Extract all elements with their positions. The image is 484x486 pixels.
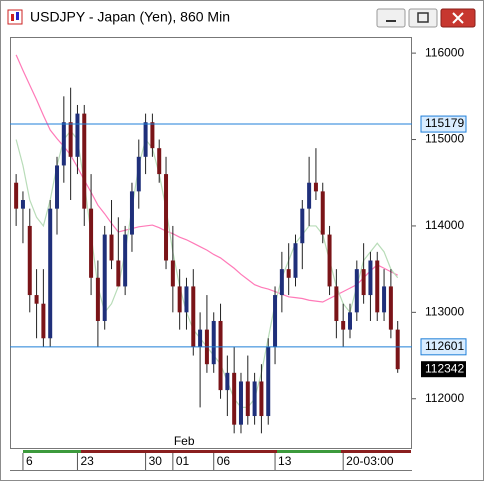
minimize-button[interactable] bbox=[376, 8, 406, 28]
candle-body bbox=[354, 269, 359, 313]
candle-body bbox=[20, 200, 25, 209]
candle-body bbox=[61, 122, 66, 166]
candle-body bbox=[89, 208, 94, 278]
candle-body bbox=[14, 182, 19, 209]
close-icon bbox=[452, 12, 464, 24]
maximize-icon bbox=[417, 12, 429, 23]
candle-body bbox=[109, 234, 114, 261]
session-strip bbox=[341, 450, 411, 453]
session-strip bbox=[277, 450, 341, 453]
candle-body bbox=[95, 277, 100, 321]
candle-body bbox=[320, 191, 325, 235]
moving-average-line bbox=[15, 54, 398, 303]
candle-body bbox=[388, 286, 393, 330]
level-label: 115179 bbox=[425, 116, 464, 130]
x-tick-label: 30 bbox=[149, 454, 163, 468]
candle-body bbox=[273, 295, 278, 347]
x-tick-label: 20-03:00 bbox=[346, 454, 394, 468]
last-price-label: 112342 bbox=[425, 361, 464, 375]
window-icon bbox=[11, 14, 14, 21]
candle-body bbox=[136, 156, 141, 192]
candle-body bbox=[150, 122, 155, 149]
session-strip bbox=[81, 450, 277, 453]
candle-body bbox=[313, 182, 318, 192]
candle-body bbox=[55, 165, 60, 209]
maximize-button[interactable] bbox=[408, 8, 438, 28]
candle-body bbox=[286, 269, 291, 278]
candle-body bbox=[170, 260, 175, 287]
candle-body bbox=[225, 372, 230, 391]
candle-body bbox=[232, 372, 237, 425]
level-label: 112601 bbox=[425, 339, 464, 353]
candle-body bbox=[300, 208, 305, 244]
level-label-box bbox=[420, 338, 467, 356]
candle-body bbox=[368, 260, 373, 296]
candle-body bbox=[266, 346, 271, 417]
candle-body bbox=[259, 381, 264, 417]
candle-body bbox=[48, 208, 53, 339]
candle-body bbox=[123, 234, 128, 287]
candle-body bbox=[184, 286, 189, 313]
candle-body bbox=[27, 225, 32, 296]
candle-body bbox=[293, 243, 298, 278]
candle-body bbox=[82, 113, 87, 209]
y-tick-label: 116000 bbox=[425, 45, 464, 59]
candle-body bbox=[211, 320, 216, 365]
candle-body bbox=[164, 174, 169, 261]
window-icon bbox=[16, 12, 19, 20]
x-tick-label: 06 bbox=[217, 454, 231, 468]
candle-body bbox=[382, 286, 387, 313]
candle-body bbox=[41, 303, 46, 339]
last-price-box bbox=[421, 361, 466, 378]
candle-body bbox=[361, 269, 366, 296]
candle-body bbox=[143, 122, 148, 157]
level-label-box bbox=[420, 115, 467, 133]
y-tick-label: 112000 bbox=[425, 391, 464, 405]
candle-body bbox=[68, 122, 73, 157]
candle-body bbox=[218, 320, 223, 391]
session-strip bbox=[23, 450, 81, 453]
candle-body bbox=[245, 381, 250, 417]
candle-body bbox=[177, 286, 182, 313]
candle-body bbox=[307, 182, 312, 209]
candle-body bbox=[395, 329, 400, 370]
window-icon bbox=[7, 9, 23, 25]
candle-body bbox=[279, 269, 284, 296]
month-label: Feb bbox=[174, 434, 195, 448]
x-tick-label: 6 bbox=[26, 454, 33, 468]
x-tick-label: 23 bbox=[80, 454, 94, 468]
candle-body bbox=[375, 260, 380, 313]
x-tick-label: 01 bbox=[176, 454, 190, 468]
candle-body bbox=[252, 381, 257, 417]
candle-body bbox=[327, 234, 332, 287]
candle-body bbox=[129, 191, 134, 235]
candle-body bbox=[341, 320, 346, 330]
y-tick-label: 115000 bbox=[425, 132, 464, 146]
candle-body bbox=[347, 312, 352, 330]
candle-body bbox=[191, 286, 196, 347]
candle-body bbox=[34, 295, 39, 304]
x-tick-label: 13 bbox=[278, 454, 292, 468]
y-tick-label: 114000 bbox=[425, 218, 464, 232]
candle-body bbox=[75, 113, 80, 157]
candle-body bbox=[198, 329, 203, 347]
candle-body bbox=[116, 260, 121, 287]
candle-body bbox=[238, 381, 243, 425]
window-title: USDJPY - Japan (Yen), 860 Min bbox=[30, 9, 230, 25]
y-tick-label: 113000 bbox=[425, 305, 464, 319]
candle-body bbox=[102, 234, 107, 321]
candle-body bbox=[334, 286, 339, 321]
candle-body bbox=[157, 148, 162, 175]
